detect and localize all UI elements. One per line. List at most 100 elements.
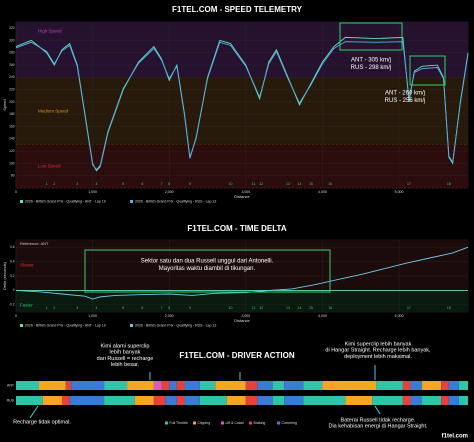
x-tick-label: 3,000: [241, 314, 250, 318]
annotation: Recharge tidak optimal.: [13, 419, 71, 425]
highlight-box: [84, 249, 331, 293]
action-segment: [176, 381, 185, 390]
annotation: Mayoritas waktu diambil di tikungan.: [159, 266, 256, 272]
turn-number: 5: [122, 182, 124, 186]
action-segment: [104, 381, 128, 390]
action-segment: [257, 381, 273, 390]
action-segment: [176, 396, 185, 405]
series-line: [15, 246, 469, 300]
y-tick-label: 300: [9, 38, 15, 42]
legend-swatch: [165, 421, 168, 425]
highlight-box: [339, 22, 403, 51]
x-tick-label: 0: [15, 314, 17, 318]
arrows: [29, 365, 381, 419]
legend-label: Lift & Coast: [226, 421, 244, 425]
action-segment: [153, 381, 162, 390]
action-segment: [402, 396, 411, 405]
legend-label: 2026 - British Grand Prix - Qualifying -…: [135, 200, 216, 204]
y-tick-label: -0.2: [9, 303, 15, 307]
turn-number: 15: [309, 306, 313, 310]
action-segment: [134, 396, 154, 405]
annotation: RUS - 256 km/j: [385, 98, 426, 104]
action-segment: [303, 381, 323, 390]
turn-number: 1: [46, 306, 48, 310]
annotation: Baterai Russell tidak recharge.: [341, 417, 416, 423]
x-tick-label: 4,000: [318, 314, 327, 318]
x-tick-label: 4,000: [318, 190, 327, 194]
annotation: ANT - 260 km/j: [385, 91, 425, 97]
turn-number: 17: [407, 182, 411, 186]
y-tick-label: 180: [9, 112, 15, 116]
turn-number: 13: [286, 306, 290, 310]
x-tick-label: 5,000: [395, 190, 404, 194]
action-segment: [245, 381, 258, 390]
legend-swatch: [20, 324, 23, 327]
y-tick-label: 0.6: [10, 245, 15, 249]
row-label: ANT: [7, 383, 15, 387]
x-tick-label: 3,000: [241, 190, 250, 194]
legend-label: Cornering: [282, 421, 297, 425]
turn-number: 8: [168, 306, 170, 310]
series-line: [15, 41, 469, 171]
action-segment: [458, 381, 468, 390]
zone-label: Low Speed: [38, 164, 61, 169]
x-tick-label: 5,000: [395, 314, 404, 318]
action-segment: [153, 396, 166, 405]
action-segment: [284, 381, 304, 390]
x-tick-label: 1,000: [88, 190, 97, 194]
zone-label: High Speed: [38, 28, 62, 33]
row-label: RUS: [7, 398, 15, 402]
y-tick-label: 0.4: [10, 259, 15, 263]
annotation: di Hangar Straight. Recharge lebih banya…: [325, 348, 431, 354]
action-segment: [272, 381, 285, 390]
action-segment: [402, 381, 411, 390]
action-segment: [448, 381, 459, 390]
legend-label: Braking: [254, 421, 266, 425]
action-segment: [422, 381, 442, 390]
turn-number: 3: [76, 306, 78, 310]
y-tick-label: 80: [11, 174, 15, 178]
annotation: deployment lebih maksimal.: [344, 354, 412, 360]
watermark: f1tel.com: [442, 434, 468, 440]
action-segment: [38, 381, 66, 390]
slower-zone: [16, 240, 468, 291]
y-axis-label: Speed: [2, 99, 7, 111]
reference-label: Reference: ANT: [20, 241, 49, 246]
annotation: Kimi superclip lebih banyak: [345, 341, 412, 347]
turn-number: 2: [53, 182, 55, 186]
turn-number: 6: [141, 306, 143, 310]
annotation: Sektor satu dan dua Russell unggul dari …: [141, 259, 274, 265]
turn-number: 14: [298, 306, 302, 310]
action-segment: [372, 396, 403, 405]
action-segment: [226, 396, 246, 405]
arrow: [29, 405, 39, 419]
action-segment: [215, 381, 246, 390]
y-tick-label: 160: [9, 124, 15, 128]
legend-swatch: [193, 421, 196, 425]
turn-number: 16: [328, 182, 332, 186]
turn-number: 9: [189, 306, 191, 310]
legend-swatch: [249, 421, 252, 425]
turn-number: 10: [229, 182, 233, 186]
action-segment: [284, 396, 304, 405]
faster-zone: [16, 290, 468, 312]
action-segment: [169, 381, 177, 390]
action-segment: [65, 381, 72, 390]
legend-swatch: [130, 324, 133, 327]
x-tick-label: 1,000: [88, 314, 97, 318]
chart-title: F1TEL.COM - DRIVER ACTION: [179, 351, 294, 360]
action-segment: [161, 381, 170, 390]
slower-label: Slower: [20, 262, 34, 267]
turn-number: 4: [95, 182, 97, 186]
y-tick-label: 140: [9, 137, 15, 141]
turn-number: 16: [328, 306, 332, 310]
legend-swatch: [221, 421, 224, 425]
action-segment: [184, 381, 200, 390]
y-tick-label: 100: [9, 161, 15, 165]
legend-label: 2026 - British Grand Prix - Qualifying -…: [25, 324, 106, 328]
turn-number: 15: [309, 182, 313, 186]
y-tick-label: 0.2: [10, 274, 15, 278]
action-segment: [199, 381, 216, 390]
action-segment: [42, 396, 62, 405]
turn-number: 18: [447, 182, 451, 186]
